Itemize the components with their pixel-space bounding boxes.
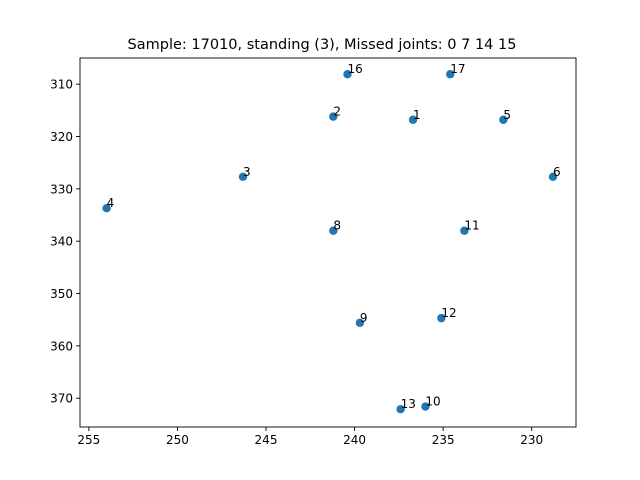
x-tick-label: 245 — [255, 433, 278, 447]
data-point-label: 12 — [441, 306, 456, 320]
data-point — [329, 112, 338, 121]
data-point — [499, 115, 508, 124]
data-point-label: 11 — [464, 219, 479, 233]
data-point-label: 1 — [413, 108, 421, 122]
x-tick-label: 250 — [166, 433, 189, 447]
data-points — [102, 70, 558, 414]
x-tick-label: 230 — [520, 433, 543, 447]
data-point — [329, 226, 338, 235]
data-point-label: 17 — [450, 62, 465, 76]
data-point-label: 6 — [553, 165, 561, 179]
data-point-label: 5 — [503, 108, 511, 122]
chart-title: Sample: 17010, standing (3), Missed join… — [128, 37, 517, 53]
data-point-label: 10 — [425, 395, 440, 409]
x-axis: 255 250 245 240 235 230 — [77, 427, 543, 447]
data-point — [343, 70, 352, 79]
data-point — [437, 313, 446, 323]
data-point-label: 13 — [401, 397, 416, 411]
data-point — [396, 405, 405, 414]
y-tick-label: 350 — [50, 287, 73, 301]
data-point-label: 9 — [360, 311, 368, 325]
y-axis: 310 320 330 340 350 360 370 — [50, 78, 80, 406]
data-point-label: 2 — [333, 105, 341, 119]
x-tick-label: 240 — [343, 433, 366, 447]
data-point — [355, 318, 365, 328]
x-tick-label: 255 — [77, 433, 100, 447]
data-point — [421, 402, 430, 411]
data-point — [238, 172, 248, 182]
y-tick-label: 360 — [50, 339, 73, 353]
y-tick-label: 340 — [50, 235, 73, 249]
axes-frame — [79, 57, 577, 428]
data-point-label: 4 — [107, 196, 115, 210]
data-point-label: 3 — [243, 165, 251, 179]
x-tick-label: 235 — [432, 433, 455, 447]
data-point — [446, 70, 455, 79]
data-point — [102, 204, 111, 213]
data-point-label: 16 — [347, 62, 362, 76]
y-tick-label: 310 — [50, 78, 73, 92]
data-point — [548, 172, 558, 182]
y-tick-label: 320 — [50, 130, 73, 144]
data-point — [460, 226, 469, 235]
y-tick-label: 330 — [50, 182, 73, 196]
y-tick-label: 370 — [50, 392, 73, 406]
data-point-label: 8 — [333, 219, 341, 233]
data-point — [408, 115, 418, 124]
